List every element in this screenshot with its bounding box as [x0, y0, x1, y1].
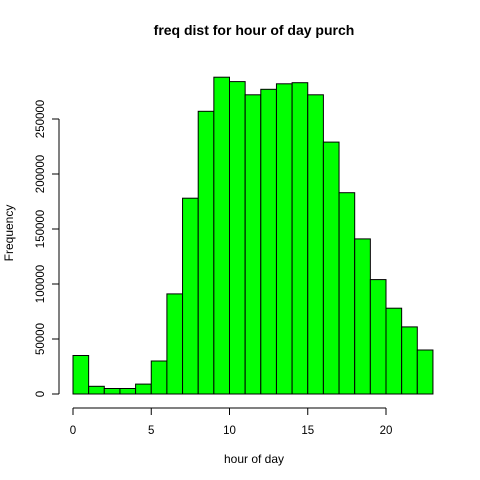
histogram-bar [386, 308, 402, 394]
y-tick-label: 50000 [35, 323, 47, 355]
x-tick-label: 5 [148, 425, 154, 437]
histogram-bar [276, 84, 292, 394]
histogram-bar [417, 350, 433, 394]
histogram-bar [292, 83, 308, 394]
histogram-bar [104, 389, 120, 395]
histogram-bar [214, 77, 230, 394]
x-axis-label: hour of day [224, 452, 284, 466]
histogram-bar [370, 280, 386, 394]
bars-group [73, 77, 433, 394]
y-axis-label: Frequency [2, 205, 16, 262]
histogram-bar [198, 111, 214, 394]
y-tick-label: 0 [35, 391, 47, 397]
x-axis: 0 5 10 15 20 [70, 408, 393, 437]
histogram-bar [402, 327, 418, 394]
histogram-bar [261, 89, 277, 394]
histogram-bar [230, 82, 246, 394]
histogram-bar [151, 361, 167, 394]
y-tick-label: 250000 [35, 100, 47, 138]
x-tick-label: 20 [380, 425, 393, 437]
y-tick-label: 200000 [35, 155, 47, 193]
y-tick-label: 150000 [35, 210, 47, 248]
histogram-bar [89, 386, 105, 394]
x-tick-label: 10 [223, 425, 236, 437]
histogram-bar [73, 356, 89, 395]
histogram-bar [183, 198, 199, 394]
histogram-bar [136, 384, 152, 394]
histogram-bar [339, 193, 355, 394]
x-tick-label: 0 [70, 425, 76, 437]
histogram-bar [308, 95, 324, 394]
histogram-bar [245, 95, 261, 394]
chart-title: freq dist for hour of day purch [154, 22, 355, 38]
histogram-bar [323, 142, 339, 394]
y-axis: 0 50000 100000 150000 200000 250000 [35, 100, 59, 397]
x-tick-label: 15 [301, 425, 314, 437]
histogram-bar [167, 294, 183, 394]
histogram-bar [355, 239, 371, 394]
histogram-bar [120, 389, 136, 395]
y-tick-label: 100000 [35, 265, 47, 303]
